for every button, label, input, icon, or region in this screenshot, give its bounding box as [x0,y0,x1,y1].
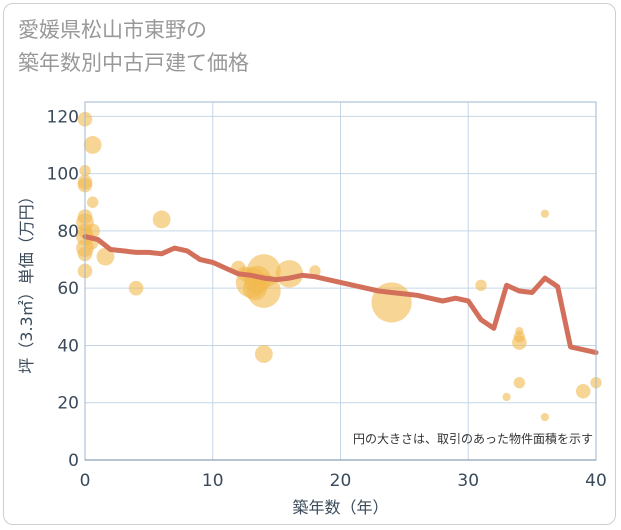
chart-title-line-1: 愛媛県松山市東野の [18,18,207,42]
y-tick-label: 40 [57,336,79,356]
x-tick-label: 40 [585,471,607,491]
bubble-point [512,335,527,350]
bubble-point [83,136,102,154]
bubble-point [85,223,100,239]
bubble-size-note: 円の大きさは、取引のあった物件面積を示す [353,431,593,446]
bubble-point [86,196,99,208]
bubble-point [128,280,144,296]
bubble-point [96,247,115,266]
bubble-point [513,376,526,389]
y-tick-label: 20 [57,394,79,414]
grid-lines [85,102,596,460]
bubble-point [540,412,550,422]
y-tick-label: 120 [47,107,79,127]
bubble-point [152,210,171,229]
x-tick-label: 30 [457,471,479,491]
y-tick-label: 80 [57,222,79,242]
x-axis-ticks: 0 10 20 30 40 [80,459,607,491]
bubble-point [575,383,591,399]
average-line-layer [82,234,599,356]
average-price-line [82,234,599,356]
bubble-point [502,392,511,402]
y-tick-label: 100 [47,165,79,185]
bubble-point [309,265,321,277]
chart-title: 愛媛県松山市東野の 築年数別中古戸建て価格 [18,14,249,80]
y-tick-label: 60 [57,279,79,299]
y-tick-label: 0 [68,451,79,471]
x-tick-label: 0 [80,471,91,491]
bubble-point [475,279,487,291]
x-axis-label: 築年数（年） [292,498,388,517]
bubble-layer [76,111,602,422]
y-axis-ticks: 0 20 40 60 80 100 120 [47,107,79,471]
bubble-point [540,209,550,218]
chart-title-line-2: 築年数別中古戸建て価格 [18,51,249,75]
bubble-point [254,345,273,363]
x-tick-label: 20 [330,471,352,491]
y-axis-label: 坪（3.3㎡）単価（万円） [17,188,36,373]
bubble-point [246,274,281,308]
x-tick-label: 10 [202,471,224,491]
